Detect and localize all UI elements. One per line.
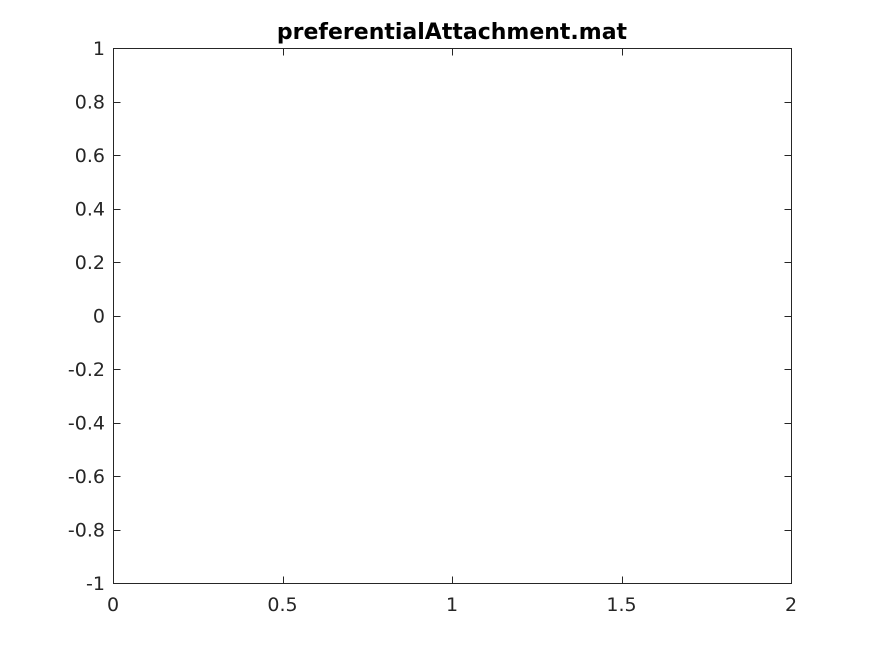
axes-box xyxy=(113,48,792,584)
y-tick-label: 0 xyxy=(93,306,105,328)
y-tick-label: 0.8 xyxy=(75,92,105,114)
chart-title: preferentialAttachment.mat xyxy=(277,20,628,45)
y-tick-label: -0.2 xyxy=(68,359,105,381)
x-tick-label: 2 xyxy=(785,594,797,616)
y-tick-label: -1 xyxy=(86,573,105,595)
plot-area: 0 0.5 1 1.5 2 1 0.8 0.6 0.4 0.2 0 -0.2 -0.4 -0.6 -0.8 -… xyxy=(68,38,797,616)
x-tick-label: 1.5 xyxy=(606,594,636,616)
y-tick-label: 0.4 xyxy=(75,199,105,221)
x-tick-label: 0 xyxy=(107,594,119,616)
y-tick-label: 0.6 xyxy=(75,145,105,167)
y-tick-label: -0.4 xyxy=(68,413,105,435)
y-tick-label: 1 xyxy=(93,38,105,60)
y-tick-label: 0.2 xyxy=(75,252,105,274)
x-tick-label: 1 xyxy=(446,594,458,616)
x-tick-label: 0.5 xyxy=(267,594,297,616)
y-tick-label: -0.6 xyxy=(68,466,105,488)
y-tick-label: -0.8 xyxy=(68,520,105,542)
